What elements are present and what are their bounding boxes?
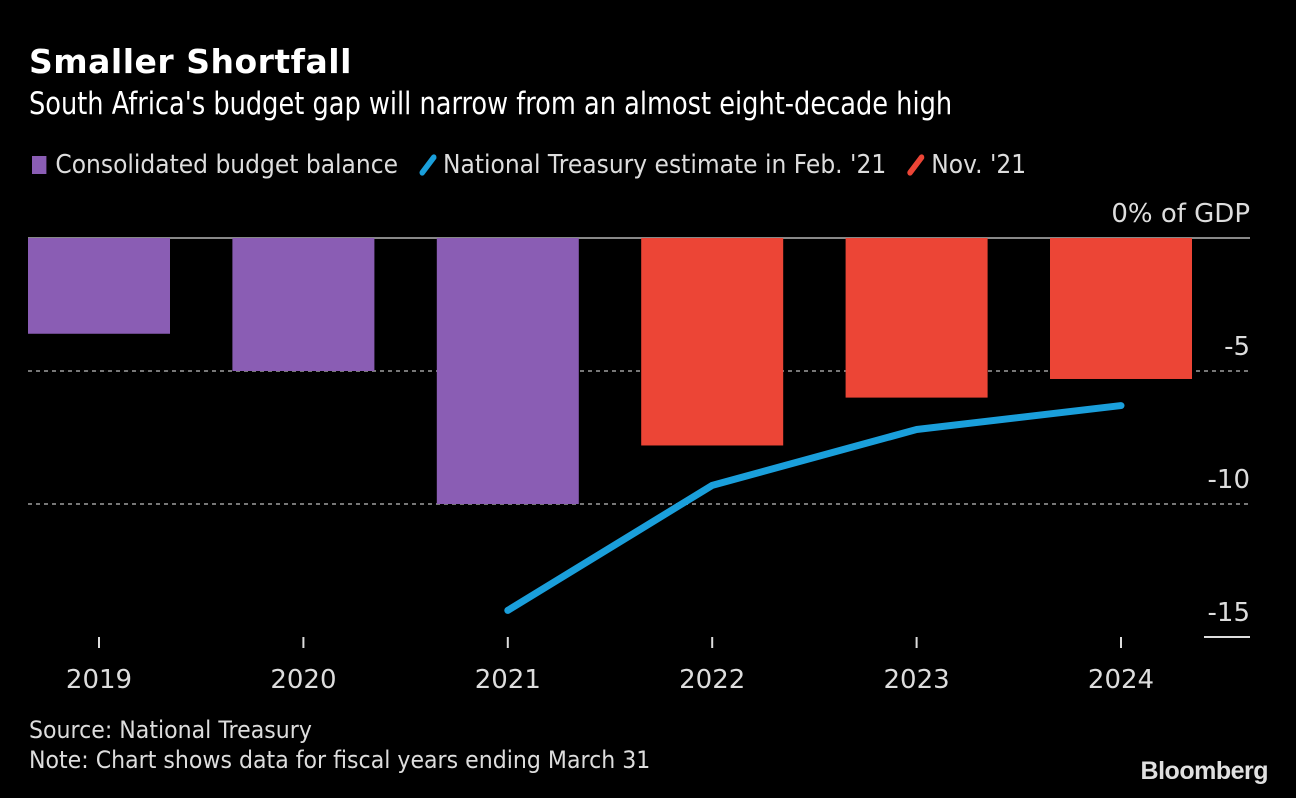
y-tick-label: -10 xyxy=(1208,465,1250,495)
chart-title: Smaller Shortfall xyxy=(29,42,352,81)
x-tick-label: 2019 xyxy=(66,665,132,695)
bar-2021 xyxy=(436,238,579,504)
x-tick-label: 2023 xyxy=(884,665,950,695)
legend-item-consolidated: Consolidated budget balance xyxy=(32,150,398,180)
bar-2020 xyxy=(232,238,375,371)
y-tick-label: 0% of GDP xyxy=(1111,199,1250,229)
x-tick-label: 2022 xyxy=(679,665,745,695)
y-tick-label: -5 xyxy=(1224,332,1250,362)
bar-2024 xyxy=(1050,238,1192,379)
bar-2019 xyxy=(28,238,170,334)
x-tick-label: 2024 xyxy=(1088,665,1154,695)
legend: Consolidated budget balance National Tre… xyxy=(32,150,1048,180)
bar-2022 xyxy=(641,238,784,446)
y-tick-label: -15 xyxy=(1208,598,1250,628)
source-note: Source: National Treasury xyxy=(29,716,312,744)
bloomberg-logo: Bloomberg xyxy=(1140,757,1269,785)
footnote: Note: Chart shows data for fiscal years … xyxy=(29,746,651,774)
chart-subtitle: South Africa's budget gap will narrow fr… xyxy=(29,86,953,122)
x-tick-label: 2021 xyxy=(475,665,541,695)
bar-2023 xyxy=(845,238,988,398)
legend-swatch-purple-icon xyxy=(32,156,47,174)
x-tick-label: 2020 xyxy=(270,665,336,695)
legend-item-feb-estimate: National Treasury estimate in Feb. '21 xyxy=(418,150,887,180)
line-series-feb-estimate xyxy=(504,402,1125,614)
legend-label: Consolidated budget balance xyxy=(55,150,398,180)
legend-item-nov-estimate: Nov. '21 xyxy=(906,150,1027,180)
legend-label: Nov. '21 xyxy=(931,150,1027,180)
legend-label: National Treasury estimate in Feb. '21 xyxy=(442,150,887,180)
